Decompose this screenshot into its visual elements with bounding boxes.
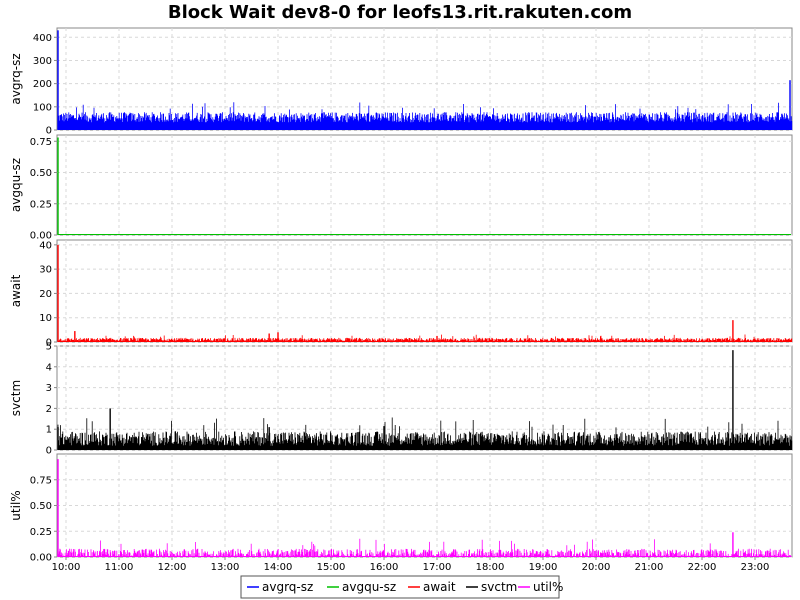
panel-avgqu-sz: 0.00 0.25 0.50 0.75 avgqu-sz <box>9 134 793 242</box>
plot-area <box>56 239 793 343</box>
y-axis-label: await <box>9 274 23 307</box>
plot-area <box>56 134 793 236</box>
y-tick-label: 0 <box>46 338 52 349</box>
y-tick-label: 0 <box>46 446 52 457</box>
panels-group: 0100200300400avgrq-sz0.000.250.500.75avg… <box>9 27 793 564</box>
legend-label: avgrq-sz <box>262 580 313 594</box>
legend-item-await: await <box>408 580 456 594</box>
y-tick-label: 20 <box>39 289 52 300</box>
y-tick-label: 0.50 <box>30 168 52 179</box>
y-tick-label: 0.75 <box>30 137 52 148</box>
chart-title: Block Wait dev8-0 for leofs13.rit.rakute… <box>168 2 632 23</box>
y-tick-label: 30 <box>39 265 52 276</box>
x-tick-label: 18:00 <box>476 562 505 573</box>
x-tick-label: 19:00 <box>529 562 558 573</box>
panel-svctm: 0 1 2 3 4 5 svctm <box>9 342 793 457</box>
x-axis: 10:00 11:00 12:00 13:00 14:00 15:00 16:00 17:00… <box>52 557 770 573</box>
x-tick-label: 20:00 <box>582 562 611 573</box>
legend: avgrq-sz avgqu-sz await svctm util% <box>240 575 563 599</box>
y-axis-label: util% <box>9 490 23 520</box>
y-tick-label: 2 <box>46 404 52 415</box>
x-tick-label: 13:00 <box>211 562 240 573</box>
y-tick-label: 300 <box>33 56 52 67</box>
y-tick-label: 4 <box>46 362 52 373</box>
y-tick-label: 40 <box>39 240 52 251</box>
x-tick-label: 16:00 <box>370 562 399 573</box>
x-tick-label: 17:00 <box>423 562 452 573</box>
legend-box <box>240 575 560 599</box>
series-avgrq-sz <box>57 30 793 130</box>
y-tick-label: 0.00 <box>30 553 52 564</box>
x-tick-label: 21:00 <box>635 562 664 573</box>
y-axis-label: avgqu-sz <box>9 158 23 212</box>
y-tick-label: 1 <box>46 425 52 436</box>
legend-item-svctm: svctm <box>466 580 517 594</box>
panel-util%: 0.00 0.25 0.50 0.75 util% <box>9 453 793 564</box>
y-tick-label: 0.50 <box>30 501 52 512</box>
y-tick-label: 0.25 <box>30 527 52 538</box>
y-tick-label: 0.75 <box>30 475 52 486</box>
plot-area <box>56 27 793 131</box>
x-tick-label: 12:00 <box>158 562 187 573</box>
x-tick-label: 22:00 <box>688 562 717 573</box>
y-tick-label: 5 <box>46 342 52 353</box>
legend-label: svctm <box>481 580 517 594</box>
legend-item-util%: util% <box>518 580 563 594</box>
y-axis-label: avgrq-sz <box>9 53 23 104</box>
legend-label: avgqu-sz <box>342 580 396 594</box>
legend-item-avgqu-sz: avgqu-sz <box>327 580 396 594</box>
x-tick-label: 15:00 <box>317 562 346 573</box>
y-tick-label: 3 <box>46 383 52 394</box>
y-tick-label: 0 <box>46 126 52 137</box>
y-tick-label: 200 <box>33 79 52 90</box>
y-tick-label: 0.25 <box>30 199 52 210</box>
x-tick-label: 23:00 <box>741 562 770 573</box>
y-axis-label: svctm <box>9 380 23 416</box>
legend-label: util% <box>533 580 563 594</box>
panel-avgrq-sz: 0 100 200 300 400 avgrq-sz <box>9 27 793 137</box>
legend-label: await <box>423 580 456 594</box>
panel-await: 0 10 20 30 40 await <box>9 239 793 349</box>
series-await <box>57 244 793 342</box>
y-tick-label: 0.00 <box>30 231 52 242</box>
y-tick-label: 10 <box>39 313 52 324</box>
series-svctm <box>57 350 793 450</box>
x-tick-label: 11:00 <box>105 562 134 573</box>
x-tick-label: 14:00 <box>264 562 293 573</box>
plot-area <box>56 345 793 451</box>
y-tick-label: 400 <box>33 33 52 44</box>
x-tick-label: 10:00 <box>52 562 81 573</box>
y-tick-label: 100 <box>33 102 52 113</box>
series-avgqu-sz <box>57 137 791 235</box>
legend-item-avgrq-sz: avgrq-sz <box>247 580 313 594</box>
series-util% <box>57 459 792 557</box>
